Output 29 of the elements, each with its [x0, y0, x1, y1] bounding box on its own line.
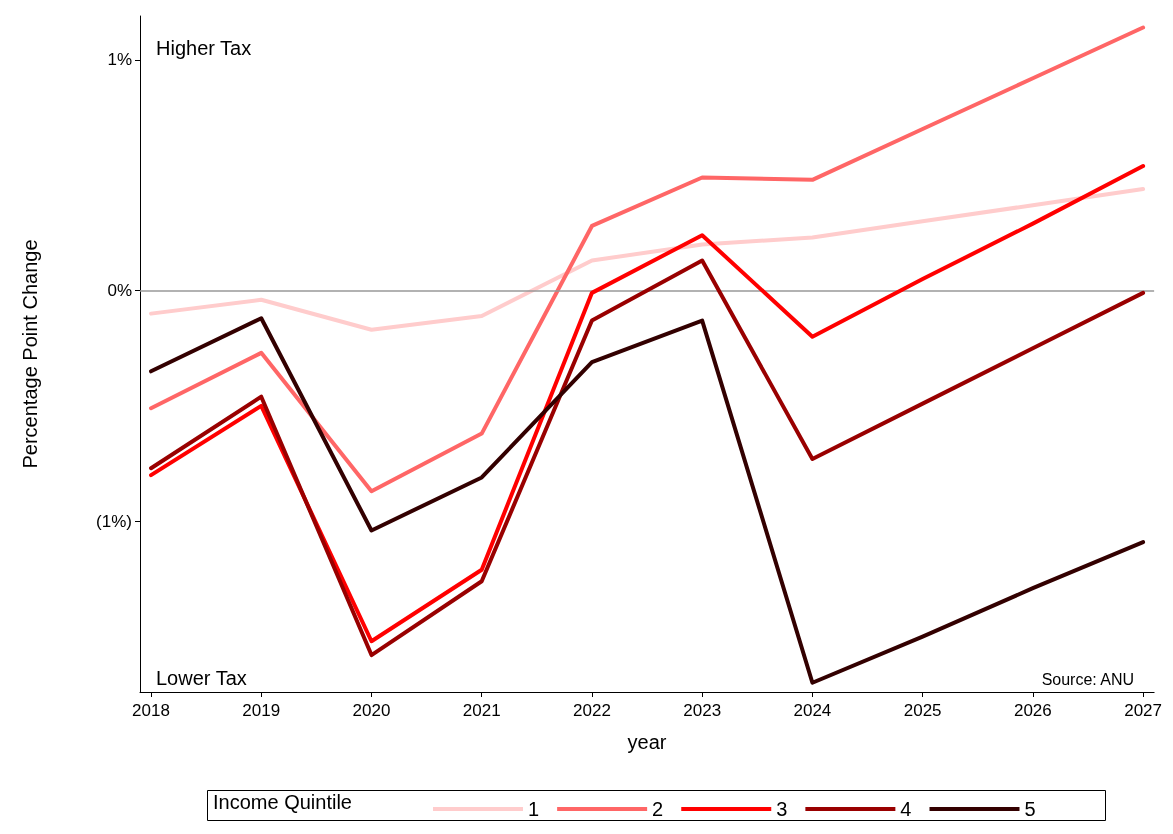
legend-title: Income Quintile	[213, 791, 352, 813]
x-tick-label: 2019	[242, 701, 281, 720]
annotation: Lower Tax	[156, 667, 247, 689]
legend-label: 3	[776, 798, 788, 820]
legend-label: 4	[900, 798, 912, 820]
x-tick-label: 2022	[573, 701, 611, 720]
x-tick-label: 2026	[1013, 701, 1052, 720]
y-tick-label: 1%	[107, 50, 132, 70]
x-tick-label: 2024	[793, 701, 832, 720]
x-tick-label: 2020	[352, 701, 391, 720]
line-series	[149, 25, 1146, 494]
y-tick-label: 0%	[107, 281, 132, 301]
line-series	[149, 316, 1146, 685]
y-tick-label: (1%)	[96, 511, 132, 531]
legend-label: 1	[528, 798, 540, 820]
x-tick-label: 2021	[462, 701, 501, 720]
legend-label: 5	[1024, 798, 1036, 820]
line-series	[149, 187, 1146, 332]
x-tick-label: 2023	[683, 701, 722, 720]
x-tick-label: 2027	[1124, 701, 1162, 720]
x-tick-label: 2018	[132, 701, 170, 720]
line-series	[149, 163, 1146, 644]
line-series	[149, 258, 1146, 658]
x-tick-label: 2025	[903, 701, 942, 720]
annotation: Source: ANU	[1041, 670, 1135, 688]
annotation: Higher Tax	[156, 37, 252, 59]
y-axis-title: Percentage Point Change	[19, 239, 41, 469]
legend-label: 2	[652, 798, 664, 820]
x-axis-title: year	[627, 731, 667, 753]
